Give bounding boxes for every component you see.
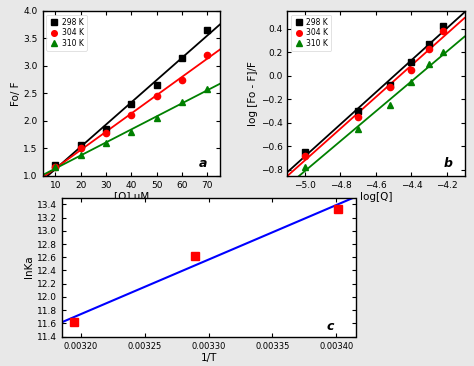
Text: c: c bbox=[326, 320, 334, 333]
310 K bbox=[356, 126, 361, 131]
298 K bbox=[53, 163, 58, 167]
Line: 304 K: 304 K bbox=[52, 52, 210, 171]
304 K bbox=[440, 29, 446, 33]
310 K bbox=[179, 99, 185, 104]
310 K bbox=[78, 153, 83, 157]
298 K bbox=[204, 28, 210, 33]
298 K bbox=[302, 150, 308, 154]
304 K bbox=[128, 113, 134, 117]
298 K bbox=[409, 59, 414, 64]
310 K bbox=[387, 103, 393, 107]
310 K bbox=[204, 87, 210, 92]
Legend: 298 K, 304 K, 310 K: 298 K, 304 K, 310 K bbox=[291, 15, 331, 51]
Text: b: b bbox=[443, 157, 452, 171]
310 K bbox=[53, 165, 58, 170]
304 K bbox=[302, 153, 308, 158]
310 K bbox=[154, 116, 159, 120]
Text: a: a bbox=[199, 157, 207, 171]
304 K bbox=[409, 68, 414, 72]
310 K bbox=[128, 130, 134, 134]
298 K bbox=[103, 127, 109, 131]
304 K bbox=[387, 85, 393, 90]
310 K bbox=[302, 165, 308, 170]
298 K bbox=[78, 143, 83, 148]
304 K bbox=[356, 115, 361, 119]
X-axis label: [Q] μM: [Q] μM bbox=[114, 192, 149, 202]
Y-axis label: Fo/ F: Fo/ F bbox=[10, 81, 21, 105]
298 K bbox=[440, 24, 446, 29]
298 K bbox=[426, 42, 432, 46]
Line: 304 K: 304 K bbox=[302, 28, 447, 159]
298 K bbox=[128, 102, 134, 107]
Y-axis label: lnKa: lnKa bbox=[24, 256, 34, 279]
298 K bbox=[356, 109, 361, 113]
304 K bbox=[426, 46, 432, 51]
310 K bbox=[440, 50, 446, 55]
304 K bbox=[78, 146, 83, 150]
310 K bbox=[103, 141, 109, 145]
304 K bbox=[53, 165, 58, 170]
Y-axis label: log [Fo - F]/F: log [Fo - F]/F bbox=[248, 61, 258, 126]
Line: 310 K: 310 K bbox=[302, 49, 447, 171]
310 K bbox=[426, 62, 432, 66]
298 K bbox=[154, 83, 159, 87]
X-axis label: log[Q]: log[Q] bbox=[360, 192, 392, 202]
310 K bbox=[409, 79, 414, 84]
Legend: 298 K, 304 K, 310 K: 298 K, 304 K, 310 K bbox=[46, 15, 87, 51]
304 K bbox=[154, 94, 159, 98]
X-axis label: 1/T: 1/T bbox=[201, 353, 217, 363]
Line: 298 K: 298 K bbox=[52, 27, 210, 168]
Line: 298 K: 298 K bbox=[302, 23, 447, 155]
304 K bbox=[179, 78, 185, 82]
298 K bbox=[387, 83, 393, 87]
298 K bbox=[179, 55, 185, 60]
Line: 310 K: 310 K bbox=[52, 86, 210, 171]
304 K bbox=[103, 131, 109, 135]
304 K bbox=[204, 53, 210, 57]
